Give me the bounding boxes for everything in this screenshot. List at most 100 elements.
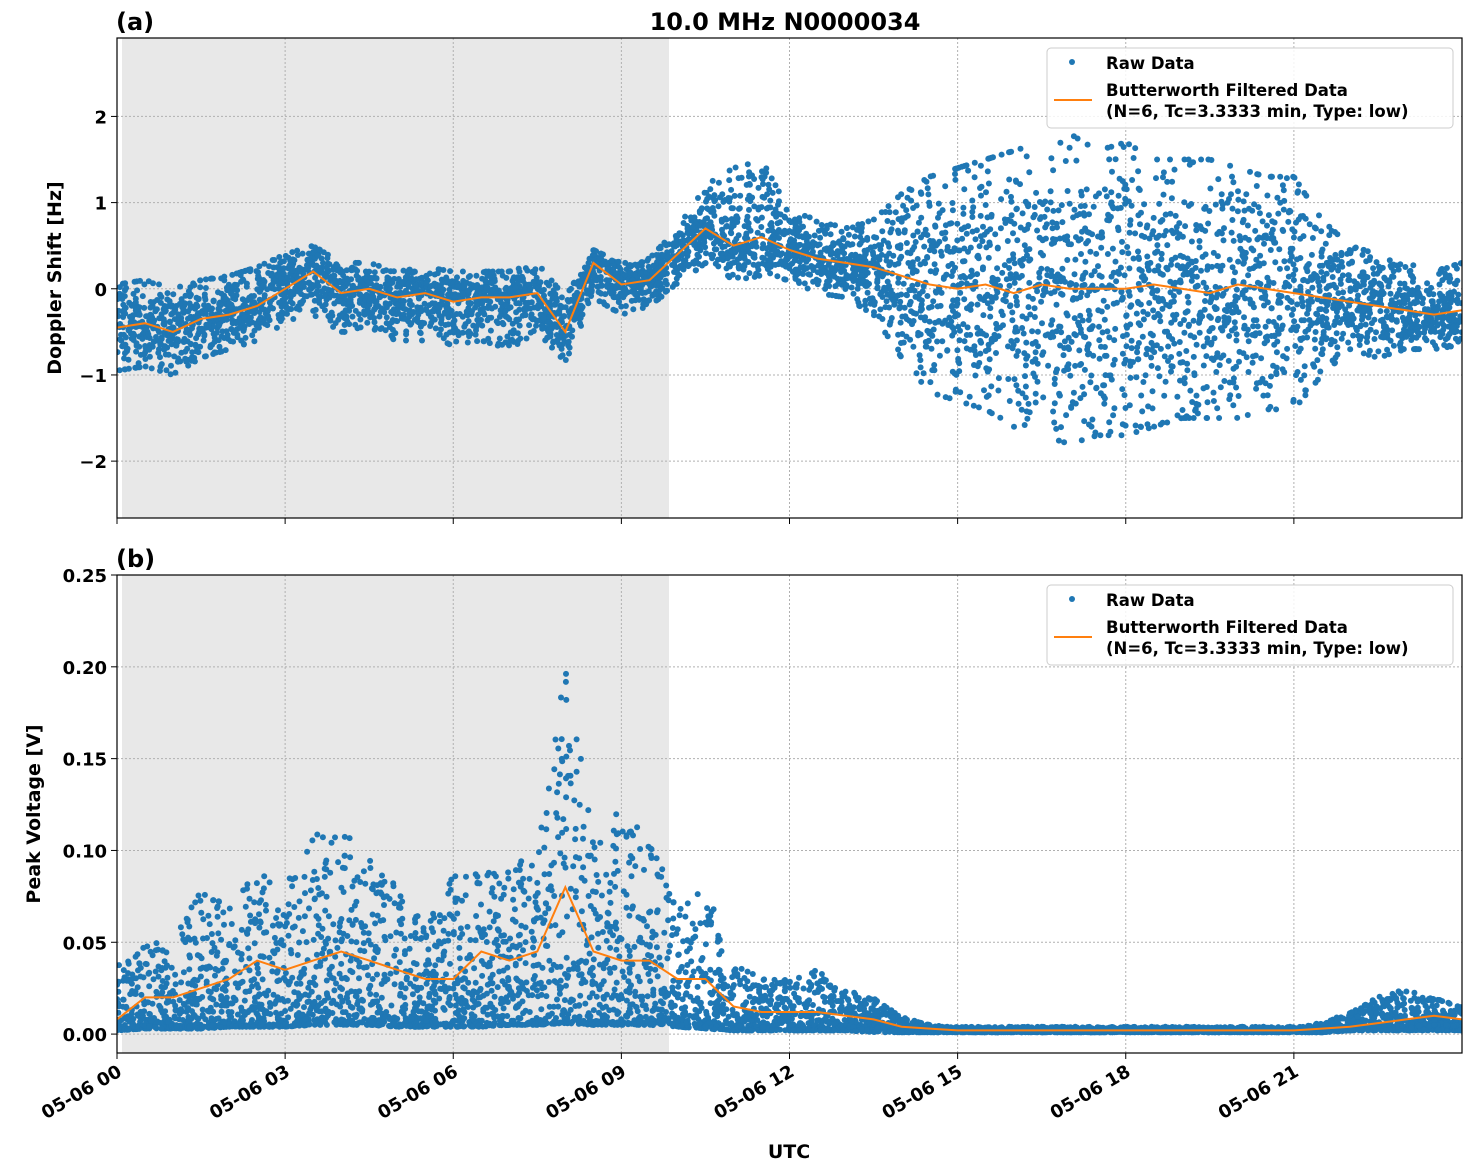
- raw-point: [925, 191, 932, 198]
- raw-point: [949, 200, 956, 206]
- raw-point: [1303, 192, 1310, 199]
- raw-point: [956, 337, 963, 344]
- raw-point: [680, 220, 687, 226]
- raw-point: [826, 291, 832, 298]
- raw-point: [1190, 415, 1197, 421]
- raw-point: [903, 316, 910, 323]
- raw-point: [753, 216, 760, 222]
- raw-point: [787, 236, 794, 243]
- raw-point: [1256, 210, 1263, 217]
- raw-point: [1034, 227, 1041, 234]
- raw-point: [450, 323, 457, 329]
- raw-point: [845, 231, 852, 238]
- raw-point: [995, 375, 1002, 382]
- raw-point: [1101, 186, 1108, 193]
- raw-point: [1181, 317, 1187, 323]
- raw-point: [1295, 181, 1302, 188]
- raw-point: [1096, 272, 1103, 279]
- raw-point: [1070, 133, 1077, 140]
- raw-point: [1006, 176, 1013, 183]
- raw-point: [1061, 367, 1068, 374]
- y-tick-label: 2: [94, 107, 107, 128]
- raw-point: [403, 337, 409, 344]
- raw-point: [1053, 220, 1060, 227]
- raw-point: [1245, 338, 1252, 345]
- raw-point: [671, 281, 678, 287]
- raw-point: [271, 286, 278, 293]
- raw-point: [927, 379, 934, 386]
- raw-point: [1347, 318, 1354, 325]
- raw-point: [1011, 220, 1018, 227]
- raw-point: [711, 192, 718, 199]
- raw-point: [166, 318, 173, 325]
- raw-point: [1150, 228, 1157, 235]
- raw-point: [339, 268, 346, 275]
- raw-point: [1126, 229, 1133, 236]
- raw-point: [630, 283, 637, 290]
- raw-point: [380, 268, 387, 275]
- raw-point: [1031, 211, 1038, 218]
- raw-point: [1217, 384, 1224, 391]
- raw-point: [405, 280, 412, 287]
- raw-point: [1212, 283, 1219, 290]
- raw-point: [596, 298, 603, 305]
- raw-point: [1196, 244, 1203, 251]
- raw-point: [726, 198, 733, 205]
- raw-point: [1068, 241, 1074, 248]
- raw-point: [1057, 273, 1064, 280]
- raw-point: [961, 338, 968, 345]
- raw-point: [776, 198, 782, 205]
- raw-point: [565, 338, 572, 345]
- raw-point: [513, 316, 520, 323]
- raw-point: [1085, 317, 1092, 323]
- raw-point: [1275, 326, 1282, 333]
- raw-point: [1212, 201, 1219, 208]
- raw-point: [838, 228, 845, 235]
- raw-point: [1161, 353, 1168, 360]
- raw-point: [1149, 405, 1156, 412]
- raw-point: [767, 197, 774, 204]
- raw-point: [1084, 141, 1091, 148]
- raw-point: [242, 334, 249, 341]
- raw-point: [1204, 399, 1211, 406]
- raw-point: [1132, 145, 1139, 152]
- raw-point: [1320, 274, 1327, 281]
- raw-point: [1001, 262, 1008, 269]
- raw-point: [733, 235, 740, 242]
- raw-point: [1294, 323, 1301, 330]
- raw-point: [1124, 324, 1130, 331]
- raw-point: [1202, 298, 1208, 304]
- raw-point: [287, 298, 294, 305]
- raw-point: [240, 277, 247, 284]
- raw-point: [1247, 168, 1253, 175]
- raw-point: [1093, 384, 1100, 391]
- raw-point: [1279, 182, 1286, 189]
- raw-point: [915, 332, 922, 339]
- raw-point: [1181, 380, 1188, 387]
- raw-point: [856, 302, 863, 309]
- raw-point: [1173, 228, 1180, 235]
- raw-point: [746, 206, 752, 213]
- raw-point: [948, 303, 955, 310]
- raw-point: [371, 306, 378, 313]
- raw-point: [988, 410, 995, 417]
- raw-point: [1185, 323, 1192, 329]
- raw-point: [733, 213, 740, 220]
- raw-point: [758, 204, 765, 211]
- raw-point: [1332, 359, 1338, 366]
- raw-point: [949, 332, 956, 339]
- raw-point: [1252, 263, 1259, 270]
- raw-point: [1032, 390, 1039, 397]
- raw-point: [509, 336, 515, 343]
- raw-point: [261, 260, 268, 267]
- raw-point: [750, 261, 757, 268]
- raw-point: [506, 316, 513, 323]
- raw-point: [265, 313, 272, 320]
- y-tick-label: 1: [94, 194, 107, 215]
- raw-point: [1319, 346, 1326, 353]
- raw-point: [397, 284, 403, 290]
- raw-point: [226, 300, 233, 307]
- raw-point: [1267, 247, 1274, 253]
- raw-point: [361, 311, 368, 318]
- raw-point: [1221, 378, 1228, 384]
